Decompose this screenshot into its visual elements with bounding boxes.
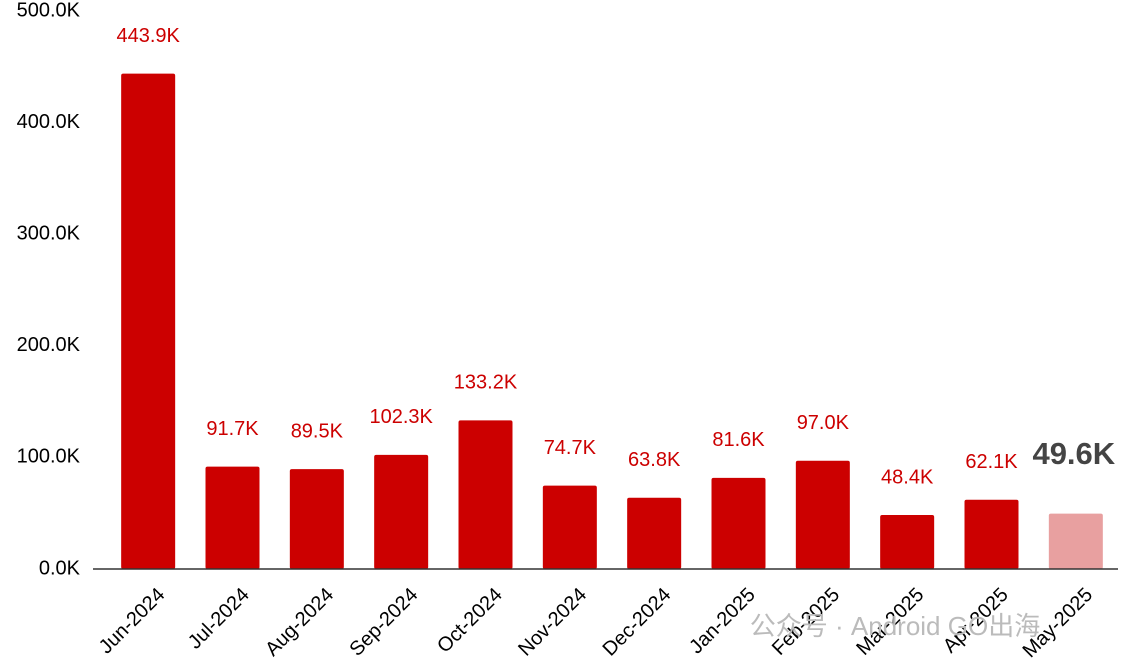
y-tick-label: 200.0K: [17, 334, 81, 356]
value-label: 63.8K: [628, 449, 681, 471]
bar: [880, 514, 935, 569]
value-label: 89.5K: [291, 420, 344, 442]
watermark: 公众号 · Android GO出海: [750, 611, 1040, 641]
x-tick-label: Sep-2024: [346, 584, 423, 661]
bar: [374, 454, 429, 569]
y-tick-label: 300.0K: [17, 222, 81, 244]
bar: [627, 497, 682, 569]
bar: [458, 420, 513, 569]
value-label: 62.1K: [965, 451, 1018, 473]
x-tick-label: Aug-2024: [261, 584, 338, 661]
y-tick-label: 0.0K: [39, 557, 81, 579]
bar: [711, 477, 766, 569]
x-tick-label: Dec-2024: [599, 584, 676, 661]
value-label: 97.0K: [797, 412, 850, 434]
value-label: 133.2K: [454, 372, 518, 394]
value-label: 102.3K: [369, 406, 433, 428]
value-label: 49.6K: [1032, 436, 1115, 471]
y-tick-label: 400.0K: [17, 111, 81, 133]
bar: [542, 485, 597, 569]
value-label: 91.7K: [206, 418, 259, 440]
bar: [795, 460, 850, 569]
x-tick-label: Jul-2024: [184, 584, 254, 654]
y-tick-label: 100.0K: [17, 446, 81, 468]
x-tick-label: Nov-2024: [514, 584, 591, 661]
bar: [1048, 513, 1103, 569]
bar: [121, 73, 176, 569]
y-tick-label: 500.0K: [17, 0, 81, 21]
value-label: 48.4K: [881, 466, 934, 488]
x-tick-label: Jan-2025: [685, 584, 760, 659]
value-label: 81.6K: [712, 429, 765, 451]
bar: [289, 469, 344, 569]
bar: [964, 499, 1019, 569]
x-tick-label: Oct-2024: [433, 584, 507, 658]
value-label: 74.7K: [544, 437, 597, 459]
x-tick-label: Jun-2024: [95, 584, 170, 659]
value-label: 443.9K: [116, 25, 180, 47]
bar: [205, 466, 260, 569]
